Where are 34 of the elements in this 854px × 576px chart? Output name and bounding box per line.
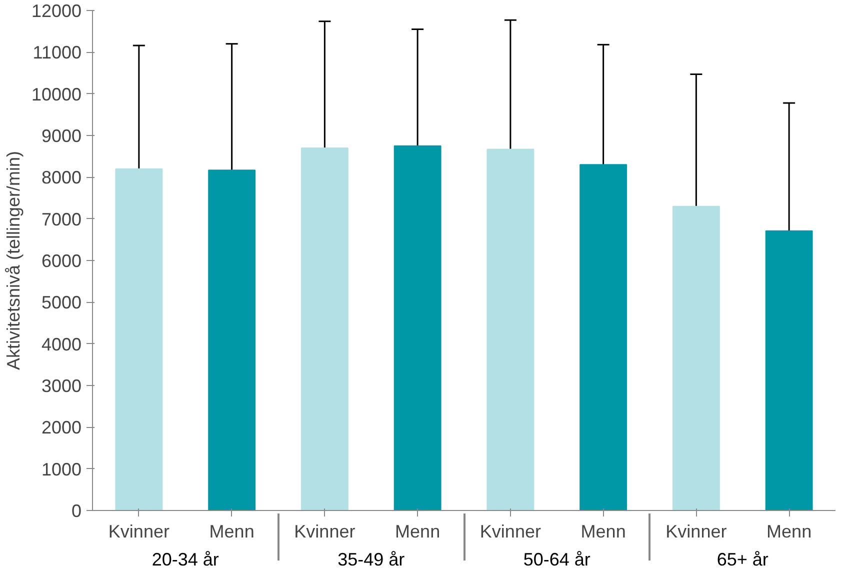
bar — [765, 230, 813, 510]
y-tick-label: 8000 — [41, 168, 82, 188]
y-tick-label: 5000 — [41, 292, 82, 313]
y-tick-label: 7000 — [41, 209, 82, 230]
y-tick-label: 4000 — [41, 334, 82, 354]
y-tick-label: 6000 — [41, 251, 82, 271]
bar — [486, 148, 534, 510]
x-tick-label: 50-64 år — [523, 550, 590, 570]
text: Menn — [580, 522, 626, 542]
x-tick-label: 35-49 år — [338, 550, 405, 570]
text: Menn — [395, 522, 440, 542]
series-label: Menn — [209, 522, 254, 542]
text: Kvinner — [666, 522, 727, 542]
y-axis-title: Aktivitetsnivå (tellinger/min) — [3, 150, 24, 370]
y-tick-label: 1000 — [41, 459, 82, 480]
text: Menn — [766, 522, 812, 542]
bar — [672, 206, 720, 510]
text: Kvinner — [480, 522, 541, 542]
y-tick-label: 10000 — [31, 84, 82, 104]
y-tick-label: 0 — [71, 501, 82, 521]
series-label: Kvinner — [108, 522, 170, 542]
text: Kvinner — [294, 522, 356, 542]
x-tick-label: 20-34 år — [152, 550, 219, 570]
bar — [300, 148, 348, 510]
y-tick-label: 2000 — [41, 418, 82, 438]
y-tick-label: 9000 — [41, 126, 82, 146]
bar — [208, 170, 256, 510]
y-tick-label: 12000 — [31, 1, 82, 21]
bar — [115, 168, 163, 510]
x-tick-label: 65+ år — [716, 550, 768, 570]
y-tick-label: 11000 — [32, 42, 82, 63]
bar — [580, 164, 628, 510]
bar — [394, 145, 442, 510]
y-tick-label: 3000 — [41, 376, 82, 396]
